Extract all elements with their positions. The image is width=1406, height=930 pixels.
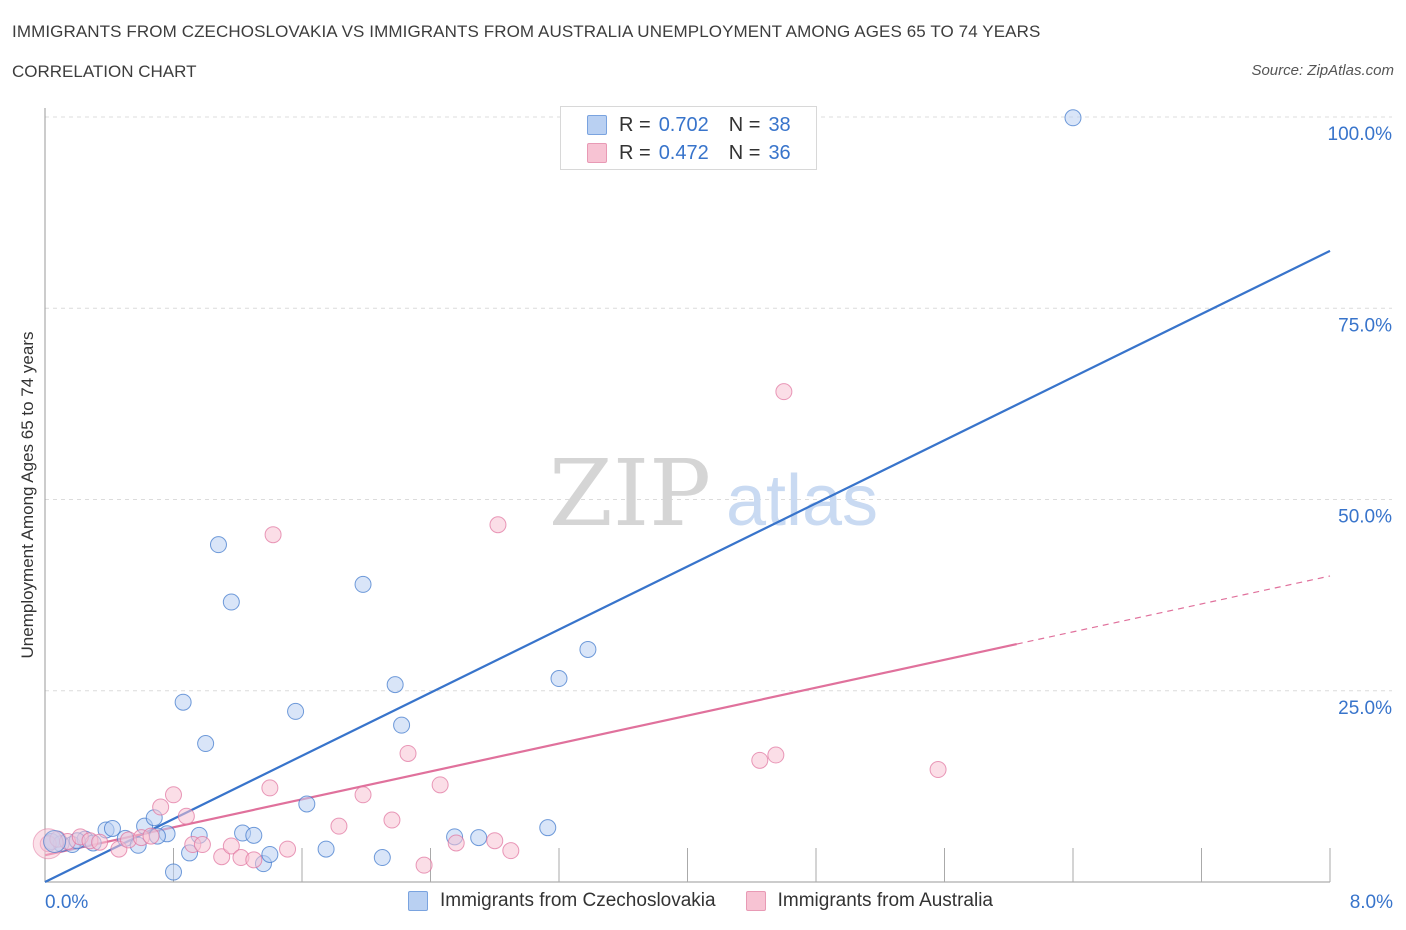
legend-n-label: N = [728, 141, 761, 164]
point-australia [222, 837, 240, 855]
point-czechoslovakia [174, 693, 192, 711]
trend-australia [44, 642, 1018, 857]
point-czechoslovakia [550, 670, 568, 688]
point-czechoslovakia [386, 676, 404, 694]
point-australia [502, 842, 520, 860]
chart-subtitle: CORRELATION CHART [12, 62, 197, 81]
point-australia [165, 786, 182, 804]
point-australia [354, 786, 372, 804]
legend-swatch-blue [587, 115, 607, 135]
legend-n-value: 36 [768, 141, 791, 164]
point-australia [245, 851, 263, 869]
point-australia [415, 856, 433, 874]
point-australia [486, 832, 504, 850]
legend-swatch-pink [587, 143, 607, 163]
point-czechoslovakia [298, 795, 316, 813]
tick-labels: 25.0% 50.0% 75.0% 100.0% 0.0% 8.0% [45, 124, 1393, 913]
point-australia [177, 807, 195, 825]
point-australia [489, 516, 507, 534]
x-tick-label: 0.0% [45, 892, 88, 913]
gridlines [45, 116, 1392, 692]
point-czechoslovakia [579, 640, 597, 658]
trend-australia-extension [1016, 575, 1331, 645]
point-czechoslovakia [165, 863, 182, 881]
legend-r-label: R = [619, 113, 651, 136]
point-czechoslovakia [197, 735, 215, 753]
point-czechoslovakia [393, 716, 411, 734]
point-czechoslovakia [373, 849, 391, 867]
legend-n-value: 38 [768, 113, 791, 136]
legend-row-czechoslovakia: R = 0.702 N = 38 [587, 113, 791, 137]
point-australia [330, 817, 348, 835]
point-czechoslovakia [317, 840, 335, 858]
watermark: ZIP atlas [549, 440, 878, 547]
point-czechoslovakia [539, 819, 557, 837]
watermark-atlas: atlas [726, 461, 878, 541]
trend-lines [44, 249, 1331, 883]
series-name: Immigrants from Australia [777, 890, 993, 911]
trend-czechoslovakia [44, 249, 1331, 883]
point-czechoslovakia [287, 702, 305, 720]
series-name: Immigrants from Czechoslovakia [440, 890, 716, 911]
series-swatch-blue [408, 891, 428, 911]
point-czechoslovakia [245, 826, 263, 844]
point-czechoslovakia [470, 829, 488, 847]
legend: R = 0.702 N = 38 R = 0.472 N = 36 [560, 106, 817, 170]
point-australia [929, 761, 947, 779]
y-tick-label: 50.0% [1338, 507, 1392, 528]
y-tick-label: 25.0% [1338, 698, 1392, 719]
point-czechoslovakia [222, 593, 240, 611]
point-australia [447, 834, 465, 852]
point-australia [213, 848, 231, 866]
legend-r-label: R = [619, 141, 651, 164]
point-australia [193, 836, 211, 854]
point-australia [399, 744, 417, 762]
point-australia [279, 840, 297, 858]
legend-r-value: 0.702 [658, 113, 709, 136]
legend-n-label: N = [728, 113, 761, 136]
y-tick-label: 100.0% [1328, 124, 1393, 145]
watermark-zip: ZIP [549, 440, 711, 547]
point-australia [775, 383, 793, 401]
point-czechoslovakia [103, 819, 121, 837]
legend-row-australia: R = 0.472 N = 36 [587, 141, 791, 165]
series-swatch-pink [745, 891, 766, 911]
y-tick-label: 75.0% [1338, 315, 1392, 336]
series-legend: Immigrants from Czechoslovakia Immigrant… [408, 890, 1023, 912]
series-legend-australia: Immigrants from Australia [745, 890, 993, 912]
point-australia [767, 746, 785, 764]
x-tick-label: 8.0% [1350, 892, 1393, 913]
point-australia [91, 833, 109, 851]
data-points [32, 109, 1082, 881]
y-axis-label: Unemployment Among Ages 65 to 74 years [18, 331, 37, 659]
series-legend-czechoslovakia: Immigrants from Czechoslovakia [408, 890, 716, 912]
point-czechoslovakia [1064, 109, 1082, 127]
point-australia [431, 776, 449, 794]
point-czechoslovakia [261, 845, 279, 863]
point-czechoslovakia [209, 536, 227, 554]
source-label: Source: ZipAtlas.com [1251, 62, 1394, 79]
point-australia [261, 779, 279, 797]
chart-title: IMMIGRANTS FROM CZECHOSLOVAKIA VS IMMIGR… [12, 22, 1041, 41]
point-cluster-czechoslovakia [43, 829, 67, 853]
legend-r-value: 0.472 [658, 141, 709, 164]
point-australia [383, 811, 401, 829]
point-australia [751, 751, 769, 769]
point-czechoslovakia [354, 575, 372, 593]
point-australia [152, 798, 170, 816]
point-australia [264, 526, 282, 544]
point-australia [142, 827, 160, 845]
